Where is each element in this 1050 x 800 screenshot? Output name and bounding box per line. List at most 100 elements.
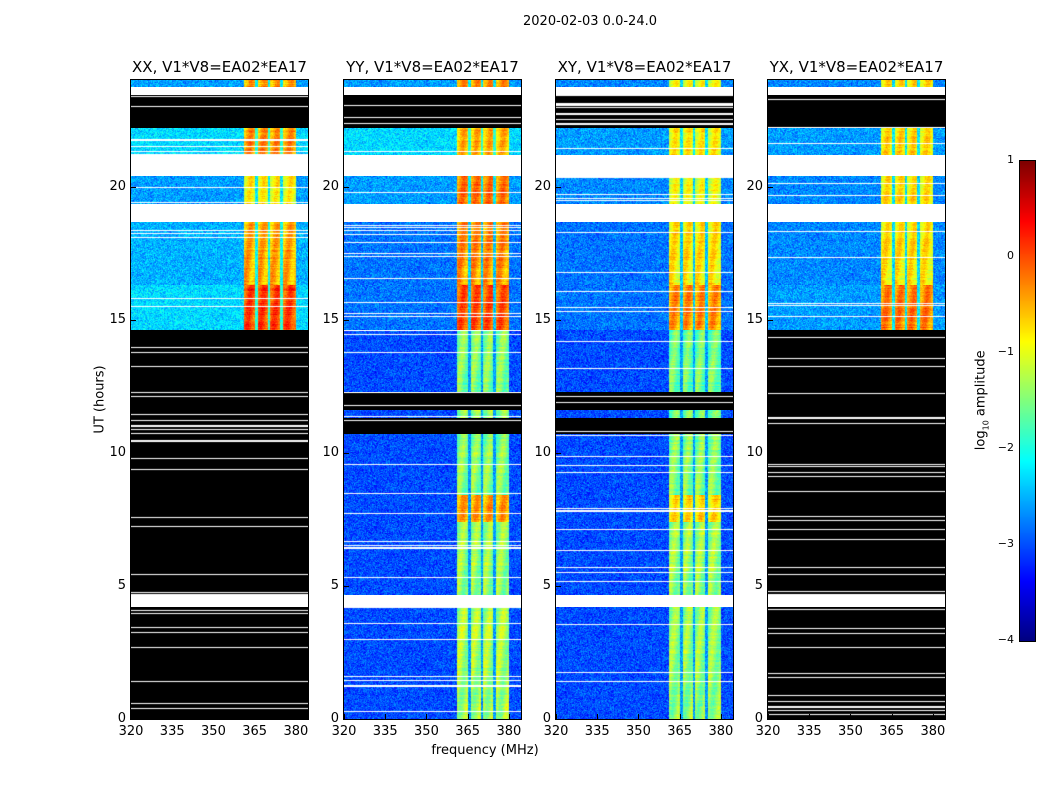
time-segment-data bbox=[768, 128, 945, 155]
time-segment-nodata bbox=[344, 204, 521, 222]
y-tick-mark bbox=[131, 719, 136, 720]
time-segment-nodata bbox=[131, 155, 308, 176]
x-tick-label: 365 bbox=[455, 724, 481, 739]
time-segment-data bbox=[768, 80, 945, 87]
time-segment-flagged bbox=[556, 418, 733, 434]
x-tick-mark bbox=[638, 714, 640, 719]
y-tick-mark bbox=[344, 585, 349, 587]
y-tick-label: 15 bbox=[746, 311, 763, 327]
y-tick-label: 15 bbox=[534, 311, 551, 327]
waterfall-panel bbox=[767, 79, 946, 720]
y-tick-mark bbox=[768, 585, 773, 587]
y-tick-mark bbox=[344, 452, 349, 454]
colorbar-tick-label: −4 bbox=[997, 633, 1014, 646]
x-tick-mark bbox=[932, 714, 934, 719]
colorbar-tick-label: −1 bbox=[997, 345, 1014, 358]
colorbar-label-sub: 10 bbox=[981, 420, 991, 431]
time-segment-nodata bbox=[768, 595, 945, 607]
y-tick-label: 10 bbox=[534, 444, 551, 460]
time-segment-nodata bbox=[556, 87, 733, 95]
colorbar bbox=[1019, 160, 1036, 642]
x-tick-label: 380 bbox=[920, 724, 946, 739]
time-segment-data bbox=[768, 285, 945, 330]
y-tick-mark bbox=[131, 186, 136, 188]
x-tick-mark bbox=[809, 714, 811, 719]
x-tick-label: 335 bbox=[584, 724, 610, 739]
time-segment-data bbox=[344, 128, 521, 155]
y-tick-label: 5 bbox=[117, 577, 126, 593]
y-axis-label: UT (hours) bbox=[92, 365, 108, 434]
y-tick-label: 20 bbox=[746, 178, 763, 194]
y-tick-mark bbox=[556, 585, 561, 587]
y-tick-label: 20 bbox=[109, 178, 126, 194]
x-tick-mark bbox=[597, 714, 599, 719]
time-segment-data bbox=[556, 80, 733, 87]
y-tick-label: 0 bbox=[754, 711, 763, 726]
y-tick-label: 10 bbox=[746, 444, 763, 460]
time-segment-data bbox=[768, 176, 945, 204]
x-tick-mark bbox=[850, 714, 852, 719]
time-segment-flagged bbox=[556, 392, 733, 410]
time-segment-data bbox=[131, 128, 308, 155]
time-segment-nodata bbox=[344, 595, 521, 607]
x-tick-mark bbox=[131, 714, 132, 719]
time-segment-data bbox=[556, 222, 733, 285]
time-segment-data bbox=[556, 522, 733, 595]
y-tick-label: 20 bbox=[534, 178, 551, 194]
time-segment-data bbox=[131, 80, 308, 87]
y-tick-mark bbox=[556, 719, 561, 720]
x-tick-label: 350 bbox=[838, 724, 863, 739]
time-segment-data bbox=[344, 495, 521, 522]
y-tick-label: 20 bbox=[322, 178, 339, 194]
x-tick-label: 350 bbox=[414, 724, 439, 739]
y-tick-label: 5 bbox=[542, 577, 551, 593]
y-tick-mark bbox=[768, 186, 773, 188]
y-tick-mark bbox=[556, 319, 561, 321]
x-tick-mark bbox=[254, 714, 256, 719]
time-segment-nodata bbox=[131, 87, 308, 95]
time-segment-data bbox=[556, 410, 733, 418]
waterfall-panel bbox=[130, 79, 309, 720]
colorbar-label-suffix: amplitude bbox=[973, 350, 989, 421]
x-tick-label: 380 bbox=[708, 724, 734, 739]
x-tick-label: 365 bbox=[242, 724, 268, 739]
x-tick-label: 320 bbox=[118, 724, 144, 739]
figure-title: 2020-02-03 0.0-24.0 bbox=[523, 14, 657, 29]
time-segment-data bbox=[344, 410, 521, 418]
time-segment-data bbox=[344, 522, 521, 595]
y-tick-mark bbox=[344, 719, 349, 720]
y-tick-mark bbox=[768, 719, 773, 720]
time-segment-flagged bbox=[768, 330, 945, 595]
time-segment-flagged bbox=[556, 95, 733, 128]
time-segment-nodata bbox=[556, 204, 733, 222]
x-tick-mark bbox=[344, 714, 345, 719]
x-tick-mark bbox=[385, 714, 387, 719]
x-axis-label: frequency (MHz) bbox=[431, 743, 539, 758]
time-segment-data bbox=[556, 607, 733, 719]
panel-title: XY, V1*V8=EA02*EA17 bbox=[557, 58, 732, 76]
y-tick-label: 10 bbox=[322, 444, 339, 460]
x-tick-mark bbox=[172, 714, 174, 719]
time-segment-data bbox=[131, 222, 308, 285]
time-segment-flagged bbox=[768, 607, 945, 719]
time-segment-nodata bbox=[344, 155, 521, 176]
x-tick-label: 380 bbox=[496, 724, 522, 739]
y-tick-mark bbox=[131, 319, 136, 321]
time-segment-data bbox=[344, 80, 521, 87]
time-segment-nodata bbox=[768, 87, 945, 95]
time-segment-nodata bbox=[768, 155, 945, 176]
time-segment-data bbox=[768, 222, 945, 285]
time-segment-data bbox=[556, 434, 733, 495]
colorbar-gradient bbox=[1020, 161, 1035, 641]
x-tick-label: 350 bbox=[626, 724, 651, 739]
y-tick-mark bbox=[344, 319, 349, 321]
time-segment-data bbox=[344, 607, 521, 719]
time-segment-nodata bbox=[768, 204, 945, 222]
y-tick-mark bbox=[768, 452, 773, 454]
x-tick-mark bbox=[556, 714, 557, 719]
y-tick-label: 0 bbox=[542, 711, 551, 726]
time-segment-data bbox=[556, 176, 733, 204]
panel-title: YX, V1*V8=EA02*EA17 bbox=[769, 58, 944, 76]
time-segment-data bbox=[344, 176, 521, 204]
time-segment-data bbox=[556, 285, 733, 330]
